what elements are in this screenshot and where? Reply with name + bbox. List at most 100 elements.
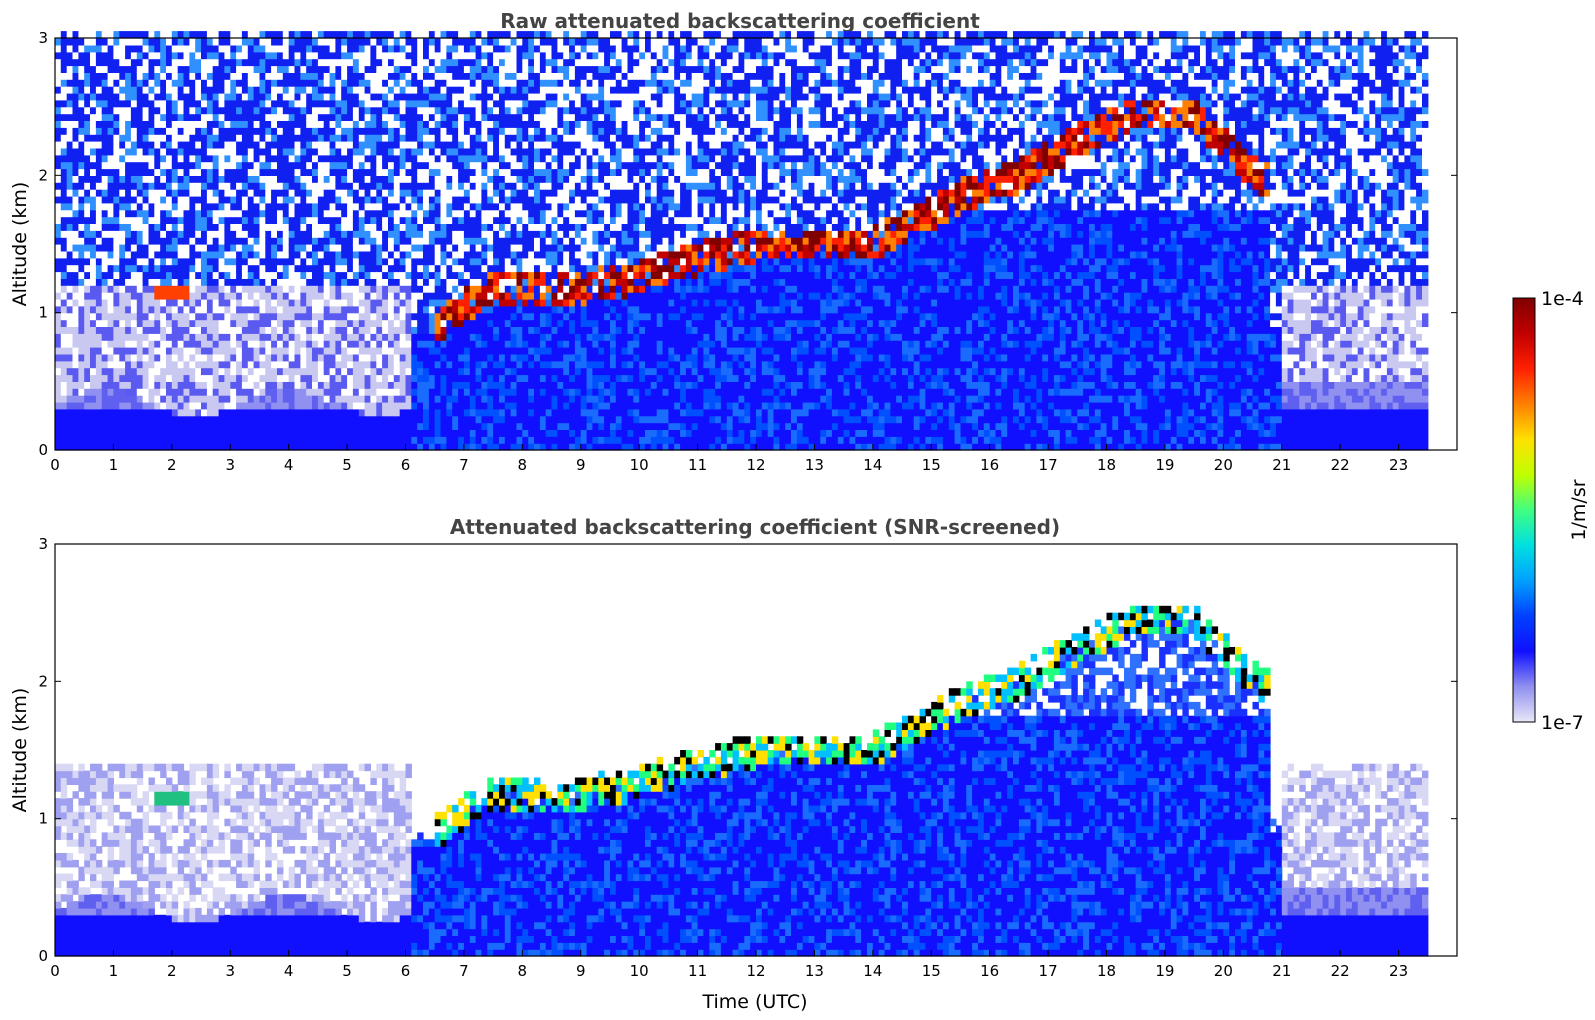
- heatmap-cell: [288, 264, 296, 273]
- heatmap-cell: [481, 278, 488, 286]
- heatmap-cell: [306, 120, 313, 128]
- heatmap-cell: [201, 312, 208, 321]
- heatmap-cell: [347, 340, 354, 348]
- heatmap-cell: [358, 333, 366, 341]
- heatmap-cell: [66, 436, 74, 444]
- heatmap-cell: [119, 127, 126, 135]
- heatmap-cell: [282, 113, 290, 121]
- heatmap-cell: [154, 99, 161, 108]
- heatmap-cell: [481, 106, 488, 115]
- heatmap-cell: [183, 141, 190, 149]
- heatmap-cell: [323, 51, 331, 60]
- heatmap-cell: [458, 285, 465, 293]
- heatmap-cell: [183, 374, 190, 382]
- heatmap-cell: [241, 257, 249, 266]
- heatmap-cell: [446, 92, 453, 101]
- heatmap-cell: [487, 333, 494, 341]
- heatmap-cell: [224, 189, 231, 197]
- heatmap-cell: [55, 333, 62, 341]
- heatmap-cell: [288, 195, 296, 204]
- heatmap-cell: [341, 326, 348, 334]
- heatmap-cell: [347, 415, 354, 424]
- heatmap-cell: [306, 401, 313, 410]
- heatmap-cell: [259, 388, 266, 396]
- heatmap-cell: [399, 202, 407, 211]
- heatmap-cell: [66, 250, 74, 259]
- heatmap-cell: [107, 127, 114, 135]
- heatmap-cell: [475, 51, 482, 60]
- heatmap-cell: [317, 429, 325, 437]
- heatmap-cell: [107, 202, 114, 211]
- heatmap-cell: [323, 147, 331, 156]
- heatmap-cell: [499, 141, 506, 149]
- heatmap-cell: [113, 58, 120, 67]
- heatmap-cell: [312, 326, 319, 334]
- heatmap-cell: [60, 134, 68, 142]
- heatmap-cell: [154, 216, 161, 224]
- heatmap-cell: [510, 408, 517, 417]
- heatmap-cell: [125, 127, 132, 135]
- heatmap-cell: [446, 106, 453, 115]
- heatmap-cell: [294, 147, 301, 156]
- heatmap-cell: [148, 223, 155, 231]
- heatmap-cell: [475, 99, 482, 108]
- heatmap-cell: [183, 326, 190, 334]
- heatmap-cell: [136, 401, 144, 410]
- heatmap-cell: [341, 408, 348, 417]
- heatmap-cell: [72, 312, 79, 321]
- heatmap-cell: [224, 312, 231, 321]
- heatmap-cell: [183, 292, 190, 300]
- heatmap-cell: [277, 305, 284, 314]
- heatmap-cell: [183, 395, 190, 403]
- heatmap-cell: [499, 72, 506, 80]
- heatmap-cell: [452, 141, 459, 149]
- heatmap-cell: [317, 408, 325, 417]
- heatmap-cell: [411, 51, 418, 60]
- heatmap-cell: [294, 92, 301, 101]
- heatmap-cell: [166, 326, 173, 334]
- heatmap-cell: [499, 278, 506, 286]
- heatmap-cell: [230, 113, 237, 121]
- heatmap-cell: [90, 271, 97, 279]
- heatmap-cell: [341, 340, 348, 348]
- heatmap-cell: [113, 209, 120, 218]
- heatmap-cell: [160, 333, 167, 341]
- heatmap-cell: [487, 72, 494, 80]
- heatmap-cell: [224, 230, 231, 238]
- heatmap-cell: [107, 134, 114, 142]
- heatmap-cell: [271, 51, 278, 60]
- heatmap-cell: [241, 202, 249, 211]
- heatmap-cell: [393, 353, 401, 362]
- heatmap-cell: [352, 113, 360, 121]
- heatmap-cell: [452, 44, 459, 53]
- heatmap-cell: [528, 285, 535, 293]
- heatmap-cell: [417, 381, 424, 389]
- heatmap-cell: [411, 175, 418, 183]
- heatmap-cell: [504, 333, 512, 341]
- heatmap-cell: [277, 395, 284, 403]
- heatmap-cell: [370, 209, 377, 218]
- heatmap-cell: [399, 113, 407, 121]
- heatmap-cell: [352, 250, 360, 259]
- heatmap-cell: [423, 360, 430, 369]
- heatmap-cell: [154, 161, 161, 170]
- heatmap-cell: [306, 106, 313, 115]
- heatmap-cell: [218, 189, 225, 197]
- heatmap-cell: [288, 292, 296, 300]
- heatmap-cell: [78, 202, 85, 211]
- heatmap-cell: [142, 120, 149, 128]
- heatmap-cell: [312, 120, 319, 128]
- heatmap-cell: [522, 127, 529, 135]
- heatmap-cell: [206, 353, 214, 362]
- heatmap-cell: [148, 86, 155, 94]
- heatmap-cell: [300, 305, 307, 314]
- heatmap-cell: [370, 223, 377, 231]
- heatmap-cell: [101, 264, 109, 273]
- heatmap-cell: [125, 326, 132, 334]
- heatmap-cell: [160, 31, 167, 39]
- heatmap-cell: [434, 51, 442, 60]
- heatmap-cell: [60, 175, 68, 183]
- heatmap-cell: [364, 285, 371, 293]
- heatmap-cell: [469, 415, 477, 424]
- heatmap-cell: [201, 202, 208, 211]
